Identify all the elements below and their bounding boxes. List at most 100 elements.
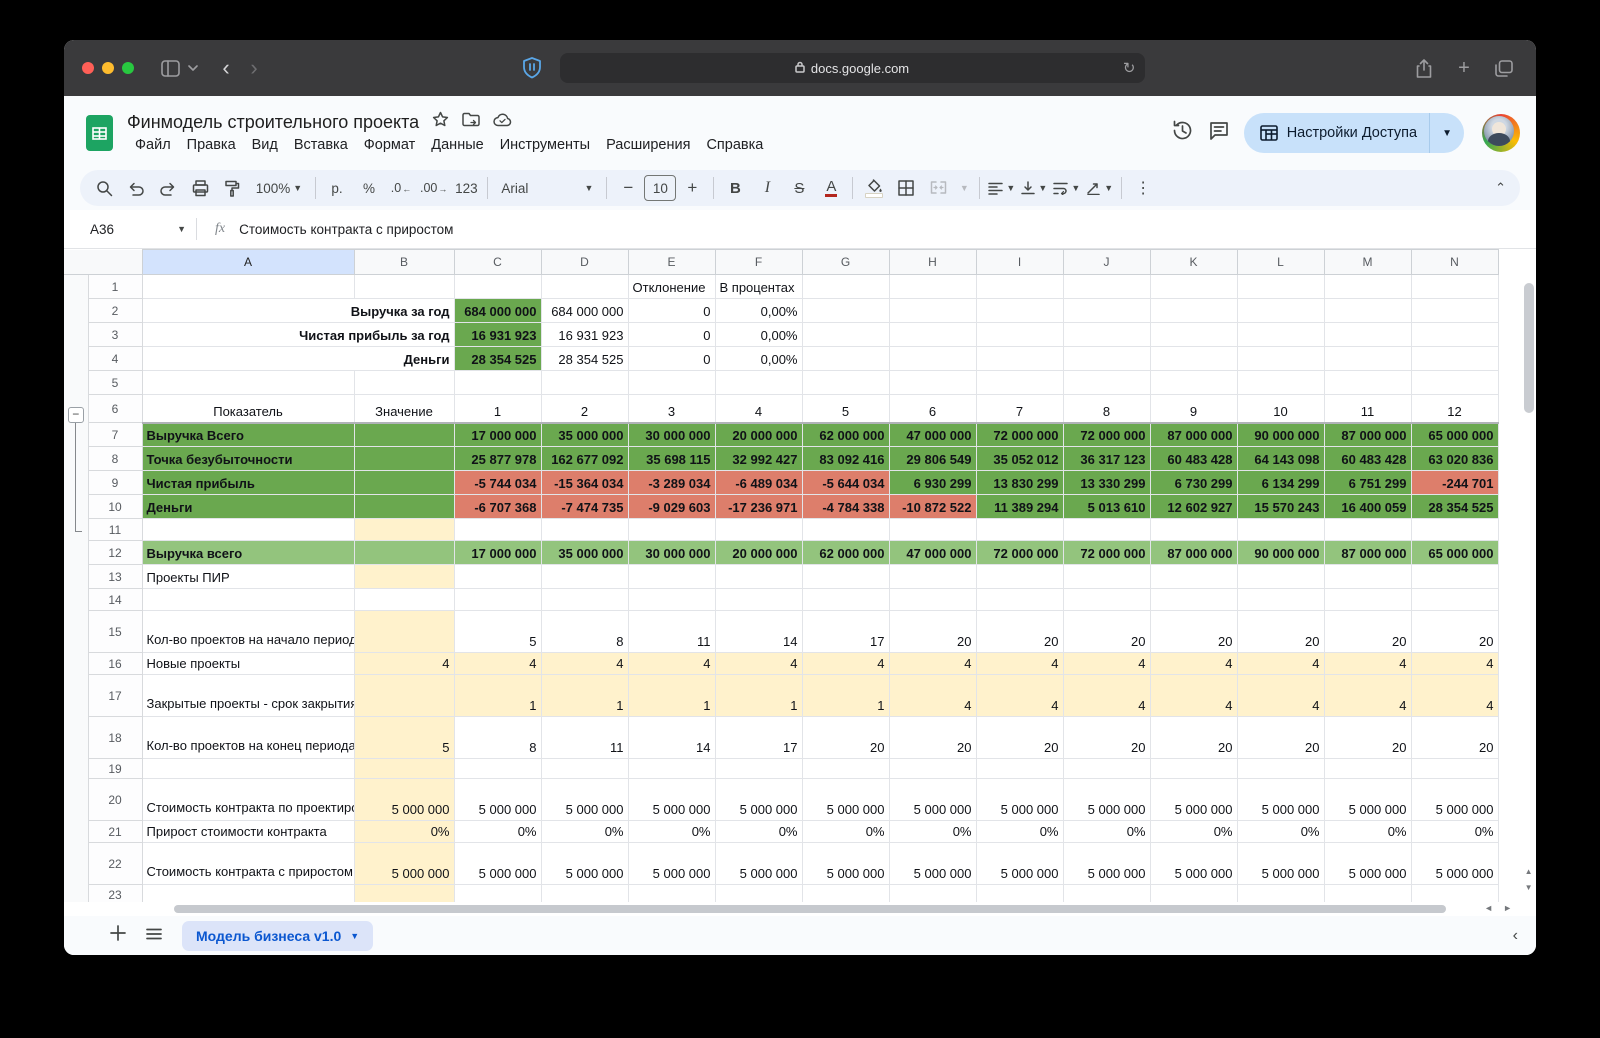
cell-F8[interactable]: 32 992 427 bbox=[714, 446, 803, 471]
cell-G16[interactable]: 4 bbox=[801, 652, 890, 675]
cell-M18[interactable]: 20 bbox=[1323, 716, 1412, 759]
cell-A11[interactable] bbox=[141, 518, 355, 541]
cell-G20[interactable]: 5 000 000 bbox=[801, 778, 890, 821]
paint-format-icon[interactable] bbox=[216, 174, 248, 202]
cell-J4[interactable] bbox=[1062, 346, 1151, 371]
cell-K12[interactable]: 87 000 000 bbox=[1149, 540, 1238, 565]
cell-G3[interactable] bbox=[801, 322, 890, 347]
cell-I20[interactable]: 5 000 000 bbox=[975, 778, 1064, 821]
address-bar[interactable]: docs.google.com ↻ bbox=[559, 53, 1145, 83]
cell-D19[interactable] bbox=[540, 758, 629, 779]
cell-N4[interactable] bbox=[1410, 346, 1499, 371]
cell-B17[interactable] bbox=[353, 674, 455, 717]
privacy-shield-icon[interactable] bbox=[518, 54, 546, 82]
cell-E1[interactable]: Отклонение bbox=[627, 274, 716, 299]
cell-G5[interactable] bbox=[801, 370, 890, 395]
cell-G15[interactable]: 17 bbox=[801, 610, 890, 653]
sheets-logo-icon[interactable] bbox=[86, 115, 113, 151]
cell-K13[interactable] bbox=[1149, 564, 1238, 589]
collapse-panel-icon[interactable]: ‹ bbox=[1512, 926, 1518, 944]
cell-G11[interactable] bbox=[801, 518, 890, 541]
cell-C13[interactable] bbox=[453, 564, 542, 589]
cell-C23[interactable] bbox=[453, 884, 542, 902]
text-wrap-button[interactable]: ▼ bbox=[1050, 174, 1083, 202]
cell-B22[interactable]: 5 000 000 bbox=[353, 842, 455, 885]
cell-K1[interactable] bbox=[1149, 274, 1238, 299]
cell-J3[interactable] bbox=[1062, 322, 1151, 347]
cell-I5[interactable] bbox=[975, 370, 1064, 395]
col-header-H[interactable]: H bbox=[888, 249, 977, 275]
cell-I13[interactable] bbox=[975, 564, 1064, 589]
cell-D1[interactable] bbox=[540, 274, 629, 299]
cell-J17[interactable]: 4 bbox=[1062, 674, 1151, 717]
scroll-up-arrow[interactable]: ▲ bbox=[1524, 867, 1533, 876]
cell-J13[interactable] bbox=[1062, 564, 1151, 589]
cell-A5[interactable] bbox=[141, 370, 355, 395]
cell-K5[interactable] bbox=[1149, 370, 1238, 395]
cell-I1[interactable] bbox=[975, 274, 1064, 299]
cell-C18[interactable]: 8 bbox=[453, 716, 542, 759]
cell-L9[interactable]: 6 134 299 bbox=[1236, 470, 1325, 495]
cell-L15[interactable]: 20 bbox=[1236, 610, 1325, 653]
cell-I4[interactable] bbox=[975, 346, 1064, 371]
cell-N13[interactable] bbox=[1410, 564, 1499, 589]
cell-B19[interactable] bbox=[353, 758, 455, 779]
cell-H10[interactable]: -10 872 522 bbox=[888, 494, 977, 519]
cell-H15[interactable]: 20 bbox=[888, 610, 977, 653]
cell-I6[interactable]: 7 bbox=[975, 394, 1064, 424]
cell-M21[interactable]: 0% bbox=[1323, 820, 1412, 843]
cell-M8[interactable]: 60 483 428 bbox=[1323, 446, 1412, 471]
row-header-13[interactable]: 13 bbox=[87, 564, 143, 589]
cell-M13[interactable] bbox=[1323, 564, 1412, 589]
scroll-down-arrow[interactable]: ▼ bbox=[1524, 883, 1533, 892]
cell-G1[interactable] bbox=[801, 274, 890, 299]
cell-G4[interactable] bbox=[801, 346, 890, 371]
cell-H18[interactable]: 20 bbox=[888, 716, 977, 759]
col-header-A[interactable]: A bbox=[141, 249, 355, 275]
cell-A23[interactable] bbox=[141, 884, 355, 902]
cell-J11[interactable] bbox=[1062, 518, 1151, 541]
cell-D13[interactable] bbox=[540, 564, 629, 589]
cell-E8[interactable]: 35 698 115 bbox=[627, 446, 716, 471]
cell-D2[interactable]: 684 000 000 bbox=[540, 298, 629, 323]
cell-L13[interactable] bbox=[1236, 564, 1325, 589]
row-header-15[interactable]: 15 bbox=[87, 610, 143, 653]
cell-N14[interactable] bbox=[1410, 588, 1499, 611]
col-header-E[interactable]: E bbox=[627, 249, 716, 275]
cell-G9[interactable]: -5 644 034 bbox=[801, 470, 890, 495]
cell-B20[interactable]: 5 000 000 bbox=[353, 778, 455, 821]
zoom-window-button[interactable] bbox=[122, 62, 134, 74]
cell-F12[interactable]: 20 000 000 bbox=[714, 540, 803, 565]
cell-C12[interactable]: 17 000 000 bbox=[453, 540, 542, 565]
cell-B23[interactable] bbox=[353, 884, 455, 902]
menu-item-4[interactable]: Формат bbox=[363, 137, 416, 153]
col-header-L[interactable]: L bbox=[1236, 249, 1325, 275]
cell-I16[interactable]: 4 bbox=[975, 652, 1064, 675]
cell-J7[interactable]: 72 000 000 bbox=[1062, 422, 1151, 447]
col-header-C[interactable]: C bbox=[453, 249, 542, 275]
cell-N1[interactable] bbox=[1410, 274, 1499, 299]
cell-D15[interactable]: 8 bbox=[540, 610, 629, 653]
cell-M10[interactable]: 16 400 059 bbox=[1323, 494, 1412, 519]
cell-N8[interactable]: 63 020 836 bbox=[1410, 446, 1499, 471]
cell-I2[interactable] bbox=[975, 298, 1064, 323]
cell-E15[interactable]: 11 bbox=[627, 610, 716, 653]
cell-E22[interactable]: 5 000 000 bbox=[627, 842, 716, 885]
cell-C3[interactable]: 16 931 923 bbox=[453, 322, 542, 347]
cell-L17[interactable]: 4 bbox=[1236, 674, 1325, 717]
cell-N16[interactable]: 4 bbox=[1410, 652, 1499, 675]
formula-input[interactable]: Стоимость контракта с приростом bbox=[239, 221, 454, 237]
col-header-K[interactable]: K bbox=[1149, 249, 1238, 275]
cell-F18[interactable]: 17 bbox=[714, 716, 803, 759]
cell-G17[interactable]: 1 bbox=[801, 674, 890, 717]
cell-E7[interactable]: 30 000 000 bbox=[627, 422, 716, 447]
cell-C7[interactable]: 17 000 000 bbox=[453, 422, 542, 447]
share-page-icon[interactable] bbox=[1410, 54, 1438, 82]
cell-F14[interactable] bbox=[714, 588, 803, 611]
cell-H9[interactable]: 6 930 299 bbox=[888, 470, 977, 495]
cell-G7[interactable]: 62 000 000 bbox=[801, 422, 890, 447]
cell-L11[interactable] bbox=[1236, 518, 1325, 541]
cell-C5[interactable] bbox=[453, 370, 542, 395]
cell-A9[interactable]: Чистая прибыль bbox=[141, 470, 355, 495]
cell-C9[interactable]: -5 744 034 bbox=[453, 470, 542, 495]
